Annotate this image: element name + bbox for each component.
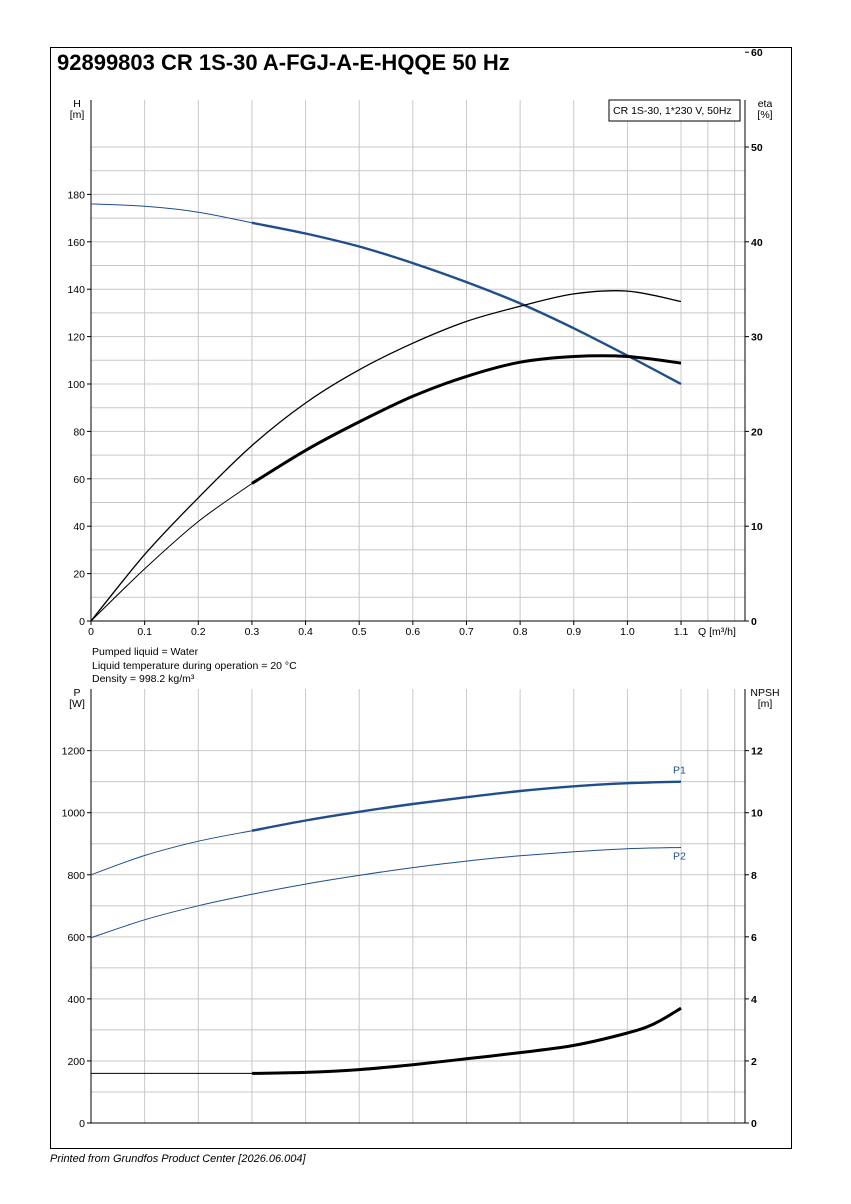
right-tick-label: 6 [751,932,757,944]
right-tick-label: 10 [751,808,763,820]
right-tick-label: 20 [751,426,763,438]
left-tick-label: 0 [79,616,85,628]
left-axis-label: H [73,98,81,110]
left-tick-label: 100 [67,379,85,391]
liquid-info-line: Liquid temperature during operation = 20… [92,660,297,672]
left-tick-label: 800 [67,870,85,882]
series-line [90,847,682,939]
left-axis-unit: [m] [70,109,85,121]
left-tick-label: 140 [67,284,85,296]
right-axis-unit: [%] [757,109,772,121]
right-tick-label: 40 [751,237,763,249]
x-tick-label: 1.0 [620,626,635,638]
left-tick-label: 200 [67,1056,85,1068]
right-tick-label: 50 [751,142,763,154]
x-tick-label: 0.8 [513,626,528,638]
x-tick-label: 0.4 [298,626,313,638]
right-tick-label: 12 [751,746,763,758]
right-tick-label: 4 [751,994,757,1006]
right-tick-label: 8 [751,870,757,882]
left-tick-label: 400 [67,994,85,1006]
right-axis-label: NPSH [750,687,779,699]
left-axis-unit: [W] [69,698,85,710]
x-tick-label: 0.7 [459,626,474,638]
x-tick-label: 0.2 [191,626,206,638]
x-tick-label: 0.5 [352,626,367,638]
left-tick-label: 60 [73,474,85,486]
footer-note: Printed from Grundfos Product Center [20… [50,1153,306,1165]
page-frame [50,47,792,1149]
series-name-label: P1 [673,765,686,777]
series-line [90,830,252,876]
x-tick-label: 0.9 [566,626,581,638]
series-name-label: P2 [673,850,686,862]
left-tick-label: 160 [67,237,85,249]
x-axis-label: Q [m³/h] [698,626,736,638]
left-tick-label: 120 [67,332,85,344]
x-tick-label: 0.1 [137,626,152,638]
series-line [90,203,252,224]
right-tick-label: 0 [751,616,757,628]
right-axis-unit: [m] [758,698,773,710]
x-tick-label: 1.1 [674,626,689,638]
right-tick-label: 30 [751,332,763,344]
left-tick-label: 20 [73,569,85,581]
right-axis-label: eta [758,98,773,110]
left-axis-label: P [73,687,80,699]
left-tick-label: 1200 [62,746,86,758]
liquid-info-line: Density = 998.2 kg/m³ [92,673,195,685]
series-line [90,289,682,622]
left-tick-label: 40 [73,521,85,533]
right-tick-label: 2 [751,1056,757,1068]
series-line [251,221,682,386]
left-tick-label: 1000 [62,808,86,820]
page-title: 92899803 CR 1S-30 A-FGJ-A-E-HQQE 50 Hz [57,50,510,75]
series-line [251,780,682,832]
left-tick-label: 600 [67,932,85,944]
liquid-info-line: Pumped liquid = Water [92,646,199,658]
legend-box-text: CR 1S-30, 1*230 V, 50Hz [613,105,732,117]
left-tick-label: 80 [73,426,85,438]
right-tick-label: 10 [751,521,763,533]
series-line [251,1006,682,1075]
series-line [90,483,253,622]
series-line [251,354,682,485]
x-tick-label: 0 [88,626,94,638]
right-tick-label: 0 [751,1118,757,1130]
x-tick-label: 0.6 [406,626,421,638]
left-tick-label: 180 [67,189,85,201]
legend-box [608,99,741,122]
left-tick-label: 0 [79,1118,85,1130]
right-tick-label: 60 [751,47,763,59]
x-tick-label: 0.3 [245,626,260,638]
